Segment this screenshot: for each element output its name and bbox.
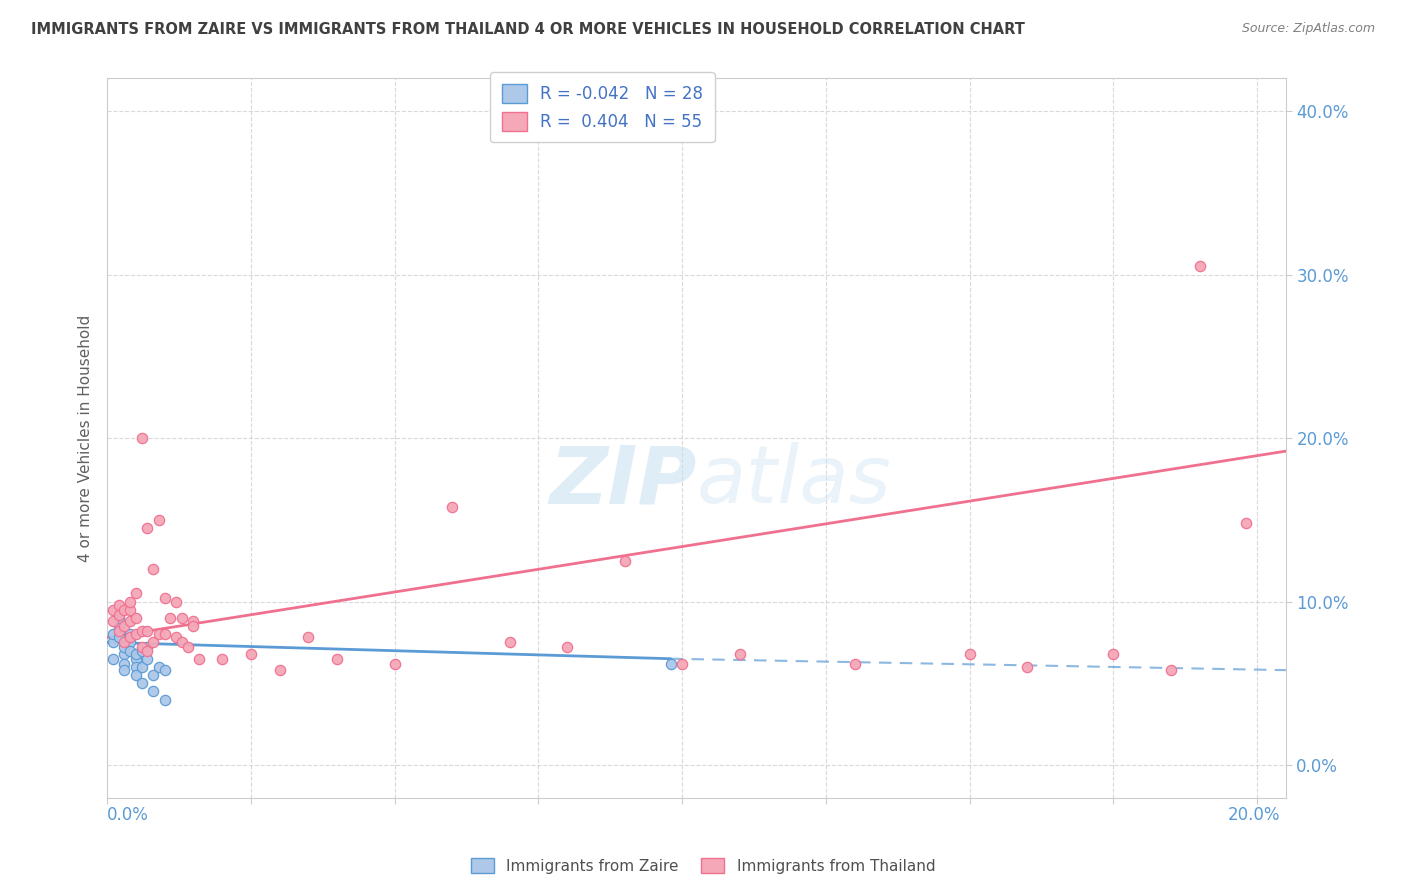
Point <box>107 631 129 645</box>
Point <box>671 657 693 671</box>
Point <box>159 611 181 625</box>
Point <box>131 643 153 657</box>
Text: IMMIGRANTS FROM ZAIRE VS IMMIGRANTS FROM THAILAND 4 OR MORE VEHICLES IN HOUSEHOL: IMMIGRANTS FROM ZAIRE VS IMMIGRANTS FROM… <box>31 22 1025 37</box>
Point <box>239 647 262 661</box>
Point <box>107 607 129 622</box>
Point <box>112 663 135 677</box>
Point <box>165 631 187 645</box>
Text: 0.0%: 0.0% <box>107 805 149 824</box>
Point <box>131 640 153 655</box>
Point <box>136 624 159 638</box>
Point <box>153 663 176 677</box>
Point <box>120 643 142 657</box>
Point <box>613 554 636 568</box>
Point <box>659 657 682 671</box>
Point <box>148 660 170 674</box>
Point <box>170 611 193 625</box>
Point <box>498 635 520 649</box>
Point <box>101 602 124 616</box>
Point <box>148 513 170 527</box>
Point <box>211 651 233 665</box>
Point <box>136 643 159 657</box>
Point <box>297 631 319 645</box>
Point <box>1102 647 1125 661</box>
Point <box>188 651 211 665</box>
Point <box>165 594 187 608</box>
Point <box>120 602 142 616</box>
Point <box>136 640 159 655</box>
Point <box>1160 663 1182 677</box>
Legend: R = -0.042   N = 28, R =  0.404   N = 55: R = -0.042 N = 28, R = 0.404 N = 55 <box>489 72 714 143</box>
Point <box>148 627 170 641</box>
Point <box>125 660 148 674</box>
Point <box>959 647 981 661</box>
Point <box>120 635 142 649</box>
Point <box>1017 660 1039 674</box>
Point <box>131 624 153 638</box>
Point <box>120 627 142 641</box>
Point <box>101 651 124 665</box>
Point <box>170 635 193 649</box>
Point <box>112 602 135 616</box>
Point <box>101 635 124 649</box>
Point <box>112 640 135 655</box>
Point <box>183 614 205 628</box>
Point <box>1234 516 1257 530</box>
Point <box>728 647 751 661</box>
Point <box>131 660 153 674</box>
Legend: Immigrants from Zaire, Immigrants from Thailand: Immigrants from Zaire, Immigrants from T… <box>465 852 941 880</box>
Point <box>120 631 142 645</box>
Point <box>153 591 176 606</box>
Point <box>1188 260 1211 274</box>
Point <box>125 627 148 641</box>
Point <box>101 627 124 641</box>
Text: atlas: atlas <box>696 442 891 520</box>
Point <box>112 635 135 649</box>
Point <box>101 614 124 628</box>
Text: Source: ZipAtlas.com: Source: ZipAtlas.com <box>1241 22 1375 36</box>
Point <box>112 647 135 661</box>
Point <box>125 647 148 661</box>
Point <box>107 619 129 633</box>
Point <box>112 657 135 671</box>
Point <box>107 611 129 625</box>
Point <box>176 640 198 655</box>
Point <box>153 692 176 706</box>
Point <box>142 562 165 576</box>
Point <box>131 431 153 445</box>
Point <box>136 521 159 535</box>
Point <box>183 619 205 633</box>
Point <box>142 668 165 682</box>
Point <box>269 663 291 677</box>
Point <box>142 684 165 698</box>
Point <box>384 657 406 671</box>
Point <box>107 624 129 638</box>
Point <box>125 586 148 600</box>
Point <box>441 500 464 514</box>
Point <box>844 657 866 671</box>
Point <box>555 640 578 655</box>
Point <box>120 594 142 608</box>
Point <box>112 619 135 633</box>
Point <box>120 614 142 628</box>
Point <box>125 668 148 682</box>
Point <box>107 598 129 612</box>
Text: 20.0%: 20.0% <box>1227 805 1279 824</box>
Point <box>131 676 153 690</box>
Y-axis label: 4 or more Vehicles in Household: 4 or more Vehicles in Household <box>79 314 93 562</box>
Point <box>125 651 148 665</box>
Text: ZIP: ZIP <box>550 442 696 520</box>
Point <box>142 635 165 649</box>
Point <box>136 651 159 665</box>
Point <box>326 651 349 665</box>
Point <box>125 611 148 625</box>
Point <box>153 627 176 641</box>
